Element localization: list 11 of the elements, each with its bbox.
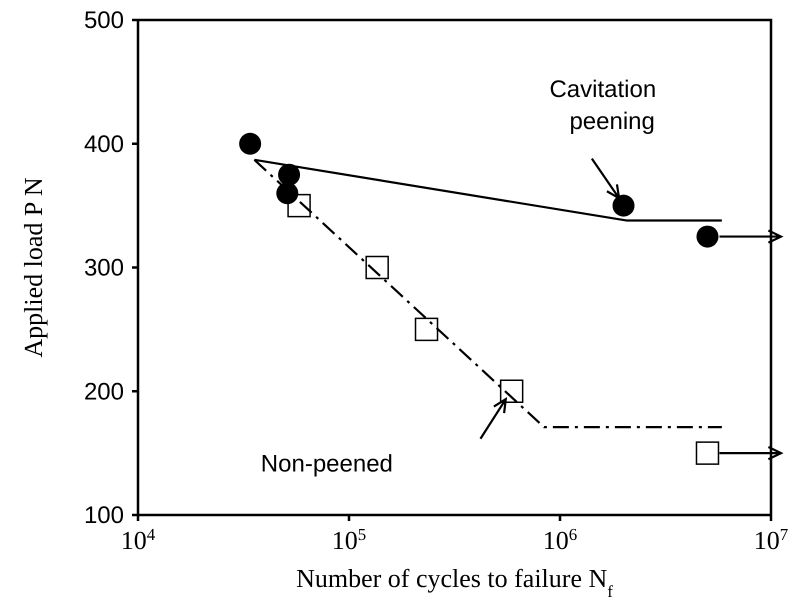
x-tick-label: 10$^{5}$ — [332, 524, 366, 555]
y-tick-label: 300 — [84, 254, 124, 282]
x-tick-label: 10$^{6}$ — [542, 524, 578, 555]
x-axis-title: Number of cycles to failure N$_{f}$ — [296, 564, 614, 600]
annotation: Non-peened — [260, 450, 393, 478]
y-tick-label: 200 — [84, 378, 124, 406]
y-tick-label: 500 — [84, 7, 124, 34]
y-tick-label: 400 — [84, 130, 124, 158]
y-axis-title: Applied load P N — [19, 177, 48, 358]
annotation: Cavitation peening — [549, 76, 656, 136]
x-tick-label: 10$^{7}$ — [754, 524, 788, 555]
